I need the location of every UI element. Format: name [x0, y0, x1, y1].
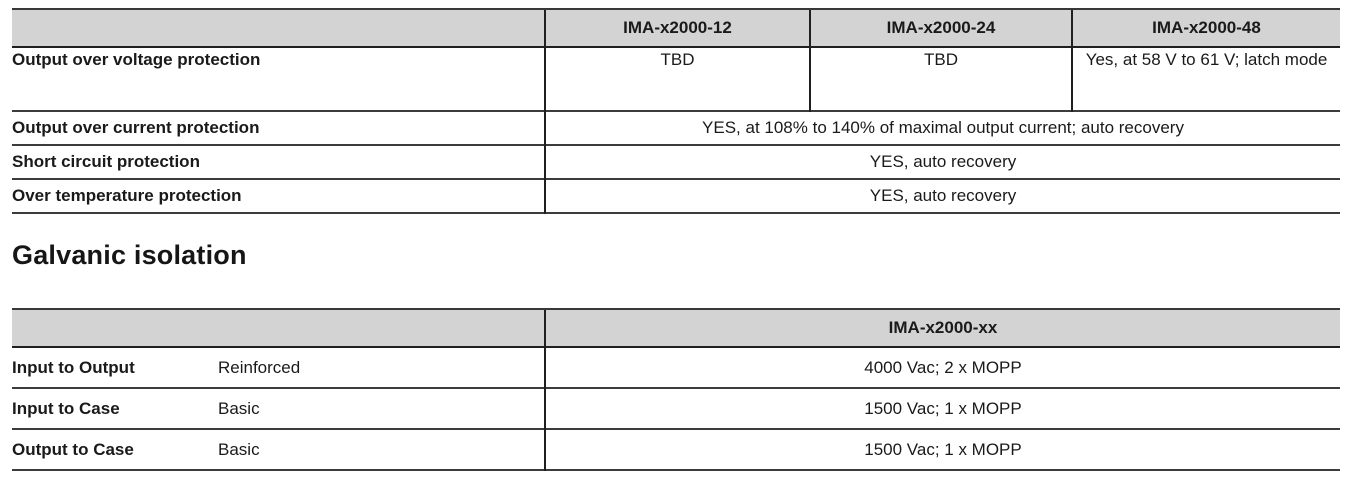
- table-row-over-voltage-protection: Output over voltage protection TBD TBD Y…: [12, 46, 1340, 111]
- table-row-short-circuit-protection: Short circuit protection YES, auto recov…: [12, 144, 1340, 179]
- section-heading-galvanic-isolation: Galvanic isolation: [12, 240, 247, 270]
- row-label-cell: Output over current protection: [12, 110, 545, 145]
- value-cell-24: TBD: [809, 46, 1072, 111]
- protection-header-row: IMA-x2000-12 IMA-x2000-24 IMA-x2000-48: [12, 8, 1340, 48]
- protection-header-corner-cell: [12, 8, 545, 48]
- isolation-header-corner-cell: [12, 308, 545, 348]
- column-header-ima-x2000-xx: IMA-x2000-xx: [544, 308, 1340, 348]
- table-row-input-to-output: Input to Output Reinforced 4000 Vac; 2 x…: [12, 346, 1340, 388]
- table-row-over-current-protection: Output over current protection YES, at 1…: [12, 110, 1340, 145]
- row-label-cell: Output over voltage protection: [12, 46, 545, 111]
- datasheet-page: IMA-x2000-12 IMA-x2000-24 IMA-x2000-48 O…: [12, 8, 1340, 471]
- isolation-class-cell: Reinforced: [218, 346, 545, 388]
- column-header-ima-x2000-48: IMA-x2000-48: [1071, 8, 1340, 48]
- value-cell: 1500 Vac; 1 x MOPP: [544, 387, 1340, 429]
- value-cell-merged: YES, auto recovery: [544, 144, 1340, 179]
- value-cell: 1500 Vac; 1 x MOPP: [544, 428, 1340, 470]
- table-row-input-to-case: Input to Case Basic 1500 Vac; 1 x MOPP: [12, 387, 1340, 429]
- galvanic-isolation-table: IMA-x2000-xx Input to Output Reinforced …: [12, 308, 1340, 471]
- isolation-class-cell: Basic: [218, 387, 545, 429]
- column-header-ima-x2000-24: IMA-x2000-24: [809, 8, 1072, 48]
- value-cell-48: Yes, at 58 V to 61 V; latch mode: [1071, 46, 1340, 111]
- row-label-cell: Over temperature protection: [12, 178, 545, 213]
- column-header-ima-x2000-12: IMA-x2000-12: [544, 8, 810, 48]
- row-label-cell: Input to Case: [12, 387, 218, 429]
- isolation-header-row: IMA-x2000-xx: [12, 308, 1340, 348]
- table-row-output-to-case: Output to Case Basic 1500 Vac; 1 x MOPP: [12, 428, 1340, 470]
- row-label-cell: Short circuit protection: [12, 144, 545, 179]
- row-label-cell: Input to Output: [12, 346, 218, 388]
- protection-table: IMA-x2000-12 IMA-x2000-24 IMA-x2000-48 O…: [12, 8, 1340, 214]
- isolation-class-cell: Basic: [218, 428, 545, 470]
- row-label-cell: Output to Case: [12, 428, 218, 470]
- value-cell-12: TBD: [544, 46, 810, 111]
- table-row-over-temperature-protection: Over temperature protection YES, auto re…: [12, 178, 1340, 213]
- value-cell: 4000 Vac; 2 x MOPP: [544, 346, 1340, 388]
- value-cell-merged: YES, auto recovery: [544, 178, 1340, 213]
- value-cell-merged: YES, at 108% to 140% of maximal output c…: [544, 110, 1340, 145]
